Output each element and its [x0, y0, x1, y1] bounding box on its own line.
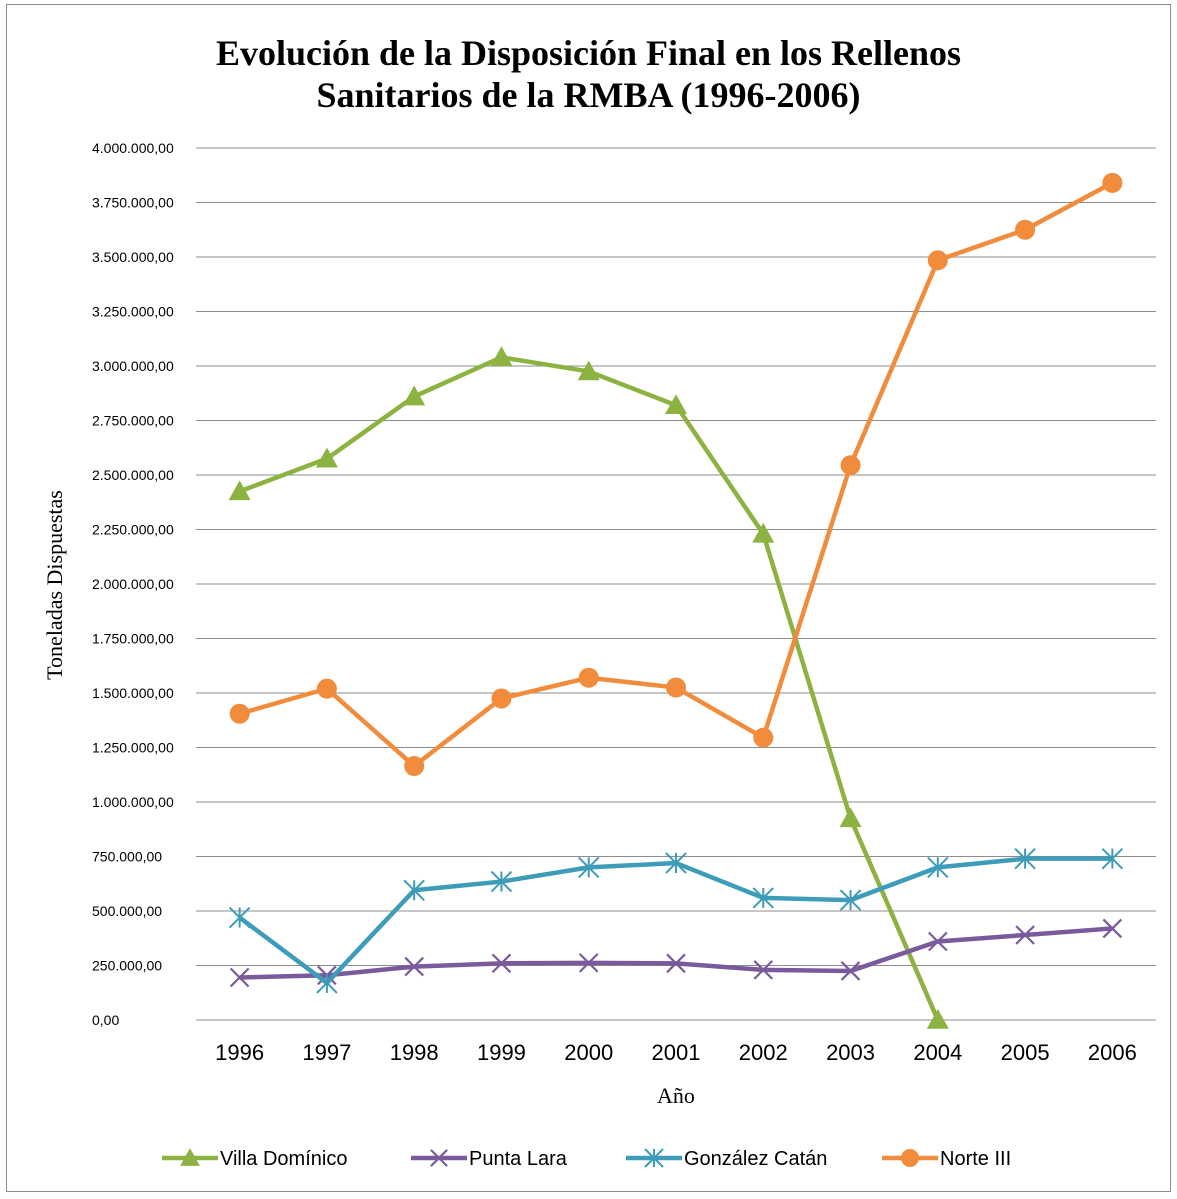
data-point — [1015, 925, 1035, 945]
data-point — [753, 727, 774, 748]
data-point — [928, 931, 948, 952]
y-tick-label: 4.000.000,00 — [92, 140, 174, 156]
data-point — [644, 1148, 664, 1168]
chart-title: Evolución de la Disposición Final en los… — [0, 32, 1177, 116]
data-point — [1102, 918, 1123, 939]
y-tick-label: 2.500.000,00 — [92, 467, 174, 483]
data-point — [839, 889, 862, 911]
legend-item: Villa Domínico — [162, 1148, 347, 1170]
y-tick-label: 1.250.000,00 — [92, 740, 174, 756]
data-point — [491, 953, 512, 974]
data-point — [577, 360, 600, 381]
data-point — [316, 678, 337, 699]
data-point — [752, 887, 774, 909]
y-tick-label: 1.000.000,00 — [92, 794, 174, 810]
x-axis-title: Año — [657, 1083, 695, 1108]
x-tick-label: 2001 — [652, 1040, 701, 1065]
y-tick-label: 500.000,00 — [92, 903, 162, 919]
data-point — [840, 961, 861, 981]
data-point — [316, 972, 338, 994]
legend-label: Punta Lara — [469, 1148, 568, 1170]
data-point — [840, 455, 861, 476]
data-point — [666, 953, 686, 974]
data-point — [927, 250, 948, 271]
legend-label: González Catán — [684, 1148, 827, 1170]
data-point — [578, 953, 599, 973]
data-point — [229, 967, 250, 988]
y-tick-label: 3.750.000,00 — [92, 195, 174, 211]
x-tick-label: 2002 — [739, 1040, 788, 1065]
y-tick-label: 1.750.000,00 — [92, 631, 174, 647]
chart-title-line-2: Sanitarios de la RMBA (1996-2006) — [316, 75, 861, 115]
y-tick-label: 3.250.000,00 — [92, 304, 174, 320]
x-tick-label: 2006 — [1088, 1040, 1137, 1065]
x-tick-label: 2005 — [1001, 1040, 1050, 1065]
data-point — [1015, 219, 1036, 240]
data-point — [403, 879, 425, 901]
data-point — [315, 447, 338, 468]
y-tick-label: 3.000.000,00 — [92, 358, 174, 374]
legend-item: Norte III — [882, 1148, 1011, 1170]
gridlines — [196, 147, 1156, 1021]
data-point — [490, 870, 513, 893]
x-tick-label: 1997 — [302, 1040, 351, 1065]
data-point — [430, 1149, 448, 1167]
legend: Villa Domínico Punta Lara González Catán No… — [162, 1148, 1011, 1170]
data-point — [228, 906, 251, 929]
data-point — [578, 856, 600, 879]
y-tick-label: 2.000.000,00 — [92, 576, 174, 592]
data-point — [578, 667, 599, 688]
data-point — [403, 385, 426, 406]
x-tick-label: 2003 — [826, 1040, 875, 1065]
series-villa-dom-nico — [228, 346, 949, 1029]
series-layer — [228, 172, 1124, 1029]
data-point — [1014, 847, 1036, 870]
y-axis-title: Toneladas Dispuestas — [42, 490, 67, 680]
legend-label: Villa Domínico — [220, 1148, 347, 1170]
y-tick-label: 2.750.000,00 — [92, 413, 174, 429]
chart-title-line-1: Evolución de la Disposición Final en los… — [215, 33, 962, 73]
y-tick-label: 750.000,00 — [92, 849, 162, 865]
x-axis-ticks: 1996 1997 1998 1999 2000 2001 2002 2003 2004 2005… — [215, 1040, 1137, 1065]
x-tick-label: 2004 — [913, 1040, 962, 1065]
data-point — [404, 956, 424, 977]
data-point — [839, 807, 862, 828]
data-point — [180, 1148, 200, 1166]
y-tick-label: 1.500.000,00 — [92, 685, 174, 701]
series-punta-lara — [229, 918, 1123, 988]
data-point — [490, 346, 513, 367]
legend-label: Norte III — [940, 1148, 1011, 1170]
legend-item: González Catán — [626, 1148, 827, 1170]
data-point — [229, 703, 250, 724]
legend-item: Punta Lara — [411, 1148, 568, 1170]
series-norte-iii — [229, 172, 1123, 777]
data-point — [404, 756, 425, 777]
data-point — [752, 522, 775, 543]
data-point — [665, 852, 687, 874]
y-tick-label: 0,00 — [92, 1012, 119, 1028]
data-point — [666, 677, 686, 698]
y-axis-ticks: 0,00 250.000,00 500.000,00 750.000,00 1.000.… — [92, 140, 174, 1028]
data-point — [926, 1009, 949, 1029]
series-gonz-lez-cat-n — [228, 847, 1124, 994]
y-tick-label: 3.500.000,00 — [92, 249, 174, 265]
data-point — [1102, 172, 1123, 193]
data-point — [753, 960, 774, 980]
data-point — [491, 688, 512, 709]
y-tick-label: 250.000,00 — [92, 958, 162, 974]
x-tick-label: 1999 — [477, 1040, 526, 1065]
data-point — [228, 480, 251, 501]
x-tick-label: 1996 — [215, 1040, 264, 1065]
data-point — [901, 1149, 919, 1167]
data-point — [927, 856, 949, 879]
x-tick-label: 2000 — [564, 1040, 613, 1065]
y-tick-label: 2.250.000,00 — [92, 522, 174, 538]
series-line — [238, 355, 940, 1021]
data-point — [1101, 847, 1124, 870]
data-point — [665, 394, 687, 415]
x-tick-label: 1998 — [390, 1040, 439, 1065]
